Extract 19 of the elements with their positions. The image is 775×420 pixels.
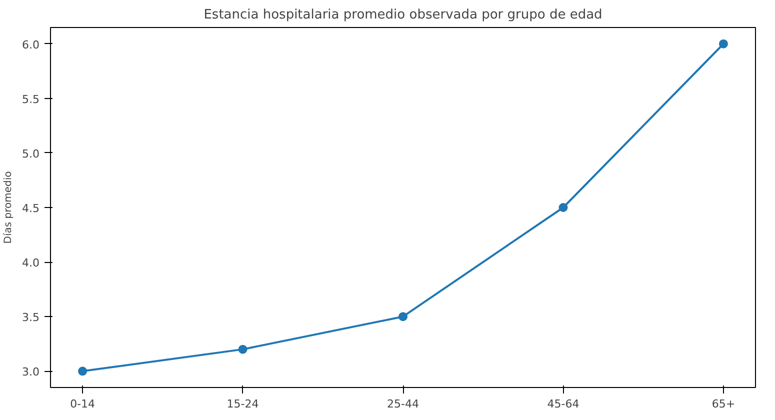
y-tick-label: 3.5: [22, 311, 40, 324]
chart-title: Estancia hospitalaria promedio observada por grupo de edad: [204, 8, 602, 22]
y-tick-label: 6.0: [22, 38, 40, 52]
x-tick-label: 65+: [712, 398, 736, 410]
point: [398, 312, 408, 322]
y-tick-label: 4.0: [22, 256, 40, 270]
y-tick-label: 5.0: [22, 147, 40, 160]
point: [718, 39, 728, 48]
y-tick-label: 5.5: [22, 92, 40, 106]
y-tick-label: 3.0: [22, 366, 40, 379]
x-tick-label: 15-24: [226, 398, 259, 410]
point: [238, 344, 248, 354]
x-tick-label: 45-64: [547, 398, 580, 410]
x-tick-label: 25-44: [387, 398, 419, 410]
point: [558, 203, 568, 212]
x-tick-label: 0-14: [70, 398, 96, 410]
point: [78, 366, 88, 376]
y-tick-label: 4.5: [22, 202, 40, 215]
y-axis-title: Días promedio: [3, 171, 14, 244]
